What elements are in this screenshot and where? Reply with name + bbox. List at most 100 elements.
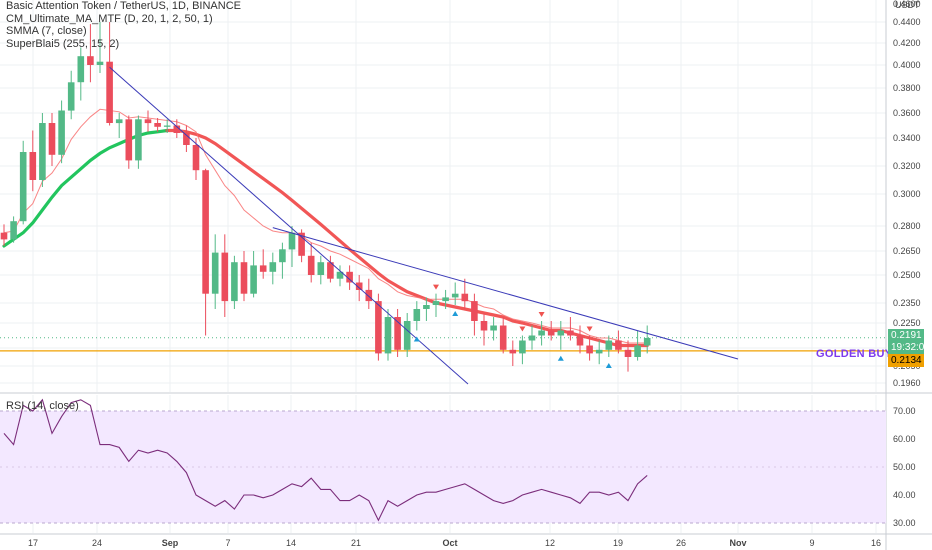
candle-body: [480, 321, 488, 331]
candle-body: [19, 152, 27, 222]
rsi-y-tick-label: 30.00: [893, 518, 916, 528]
candle-body: [221, 252, 229, 302]
countdown-badge: 19:32:09: [888, 341, 930, 354]
ma-mtf-green-segment: [2, 128, 169, 248]
candle-body: [87, 56, 94, 65]
candle-body: [125, 119, 133, 161]
candle-body: [250, 265, 257, 294]
candle-body: [557, 330, 565, 336]
candle-body: [211, 252, 219, 294]
candle-body: [384, 317, 392, 354]
indicator-smma[interactable]: SMMA (7, close): [6, 25, 87, 37]
indicator-superblai[interactable]: SuperBlai5 (255, 15, 2): [6, 37, 120, 50]
price-y-tick-label: 0.2500: [893, 270, 921, 280]
sell-signal-marker: [519, 326, 526, 332]
candle-body: [39, 123, 46, 180]
level-badge: 0.2134: [888, 354, 924, 367]
candle-body: [442, 297, 449, 302]
candle-body: [615, 340, 622, 350]
price-y-tick-label: 0.4400: [893, 17, 921, 27]
candle-body: [298, 232, 305, 256]
candle-body: [183, 133, 190, 145]
candle-body: [403, 321, 411, 350]
candle-body: [279, 249, 286, 263]
candle-body: [10, 221, 17, 240]
candle-body: [58, 110, 65, 155]
candle-body: [29, 152, 37, 180]
price-y-tick-label: 0.4000: [893, 60, 921, 70]
candle-body: [394, 317, 401, 350]
rsi-y-tick-label: 70.00: [893, 406, 916, 416]
candle-body: [375, 301, 382, 354]
candle-body: [423, 305, 430, 309]
price-y-tick-label: 0.2250: [893, 318, 921, 328]
x-tick-label: Sep: [162, 538, 179, 548]
candle-body: [48, 123, 56, 155]
candle-body: [634, 345, 641, 357]
candle-body: [490, 325, 497, 331]
price-y-tick-label-partial: 0.4600: [893, 0, 921, 9]
candle-body: [288, 232, 296, 250]
candle-body: [192, 145, 200, 171]
candle-body: [96, 61, 104, 65]
candle-body: [269, 262, 277, 272]
candle-body: [509, 349, 517, 354]
candle-body: [202, 170, 209, 294]
candle-body: [499, 325, 507, 350]
candle-body: [567, 330, 574, 336]
candle-body: [307, 255, 315, 275]
candle-body: [346, 271, 353, 283]
candle-body: [547, 330, 555, 336]
trendline-steep: [109, 66, 469, 385]
candle-body: [144, 119, 152, 124]
rsi-legend[interactable]: RSI (14, close): [6, 400, 79, 412]
chart-title: Basic Attention Token / TetherUS, 1D, BI…: [6, 0, 241, 12]
candle-body: [231, 262, 238, 302]
candle-body: [586, 345, 593, 354]
x-tick-label: 26: [676, 538, 686, 548]
price-y-tick-label: 0.2800: [893, 221, 921, 231]
chart-legend: Basic Attention Token / TetherUS, 1D, BI…: [6, 0, 241, 50]
candle-body: [77, 56, 85, 83]
rsi-y-tick-label: 40.00: [893, 490, 916, 500]
trendline-shallow: [272, 227, 739, 360]
buy-signal-marker: [557, 355, 564, 361]
candle-body: [451, 293, 459, 298]
candle-body: [259, 265, 267, 272]
x-tick-label: 17: [28, 538, 38, 548]
buy-signal-marker: [452, 311, 459, 316]
price-y-tick-label: 0.1960: [893, 378, 921, 388]
candle-body: [519, 340, 526, 354]
candle-body: [595, 349, 603, 354]
candle-body: [432, 301, 440, 305]
candle-body: [336, 271, 344, 279]
candle-body: [115, 119, 123, 124]
rsi-series-line: [3, 398, 648, 522]
candle-body: [327, 262, 334, 279]
candle-body: [106, 61, 113, 123]
x-tick-label: Nov: [729, 538, 746, 548]
x-tick-label: 21: [351, 538, 361, 548]
candle-body: [154, 123, 161, 127]
price-y-tick-label: 0.3000: [893, 189, 921, 199]
price-y-tick-label: 0.3600: [893, 108, 921, 118]
x-tick-label: 19: [613, 538, 623, 548]
candle-body: [135, 119, 142, 161]
sell-signal-marker: [538, 312, 545, 317]
candle-body: [528, 335, 536, 341]
price-y-tick-label: 0.3200: [893, 161, 921, 171]
price-y-tick-label: 0.2650: [893, 246, 921, 256]
last-price-badge: 0.2191: [888, 329, 924, 342]
sell-signal-marker: [433, 284, 439, 290]
price-y-tick-label: 0.3800: [893, 83, 921, 93]
rsi-y-tick-label: 60.00: [893, 434, 916, 444]
candle-body: [471, 301, 478, 321]
x-tick-label: 14: [286, 538, 296, 548]
price-y-tick-label: 0.3400: [893, 133, 921, 143]
sell-signal-marker: [586, 326, 593, 332]
buy-signal-marker: [413, 336, 420, 342]
candle-body: [67, 82, 75, 111]
x-tick-label: 9: [809, 538, 814, 548]
indicator-ma-mtf[interactable]: CM_Ultimate_MA_MTF (D, 20, 1, 2, 50, 1): [6, 12, 213, 25]
